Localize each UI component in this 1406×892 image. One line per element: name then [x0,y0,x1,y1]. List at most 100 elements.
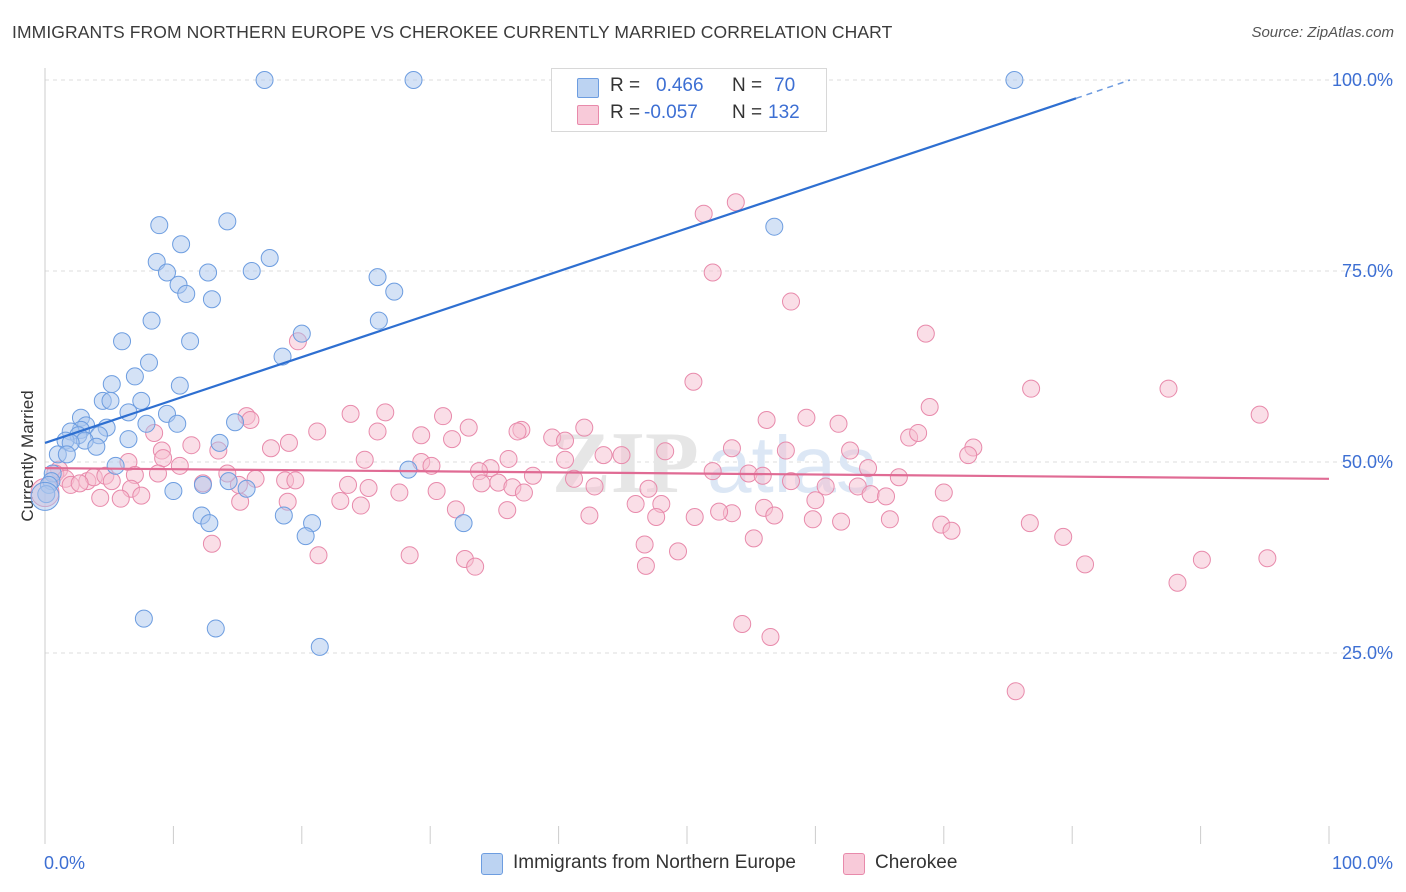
cherokee-point [782,292,801,311]
cherokee-point [111,489,130,508]
northern-europe-point [101,391,120,410]
cherokee-point [916,324,935,343]
stats-r-label: R = [610,102,641,123]
cherokee-point [466,557,485,576]
y-tick-label: 75.0% [1342,261,1393,281]
source-credit: Source: ZipAtlas.com [1251,24,1394,41]
cherokee-point [499,449,518,468]
northern-europe-point [200,514,219,533]
legend-swatch-blue [481,853,503,875]
northern-europe-point [181,332,200,351]
cherokee-point [70,474,89,493]
stats-n-label: N = [732,75,763,96]
cherokee-point [722,439,741,458]
cherokee-point [647,508,666,527]
cherokee-point [934,483,953,502]
cherokee-point [829,414,848,433]
northern-europe-point [106,456,125,475]
cherokee-point [202,534,221,553]
northern-europe-point [132,391,151,410]
watermark-atlas: atlas [707,420,876,509]
cherokee-point [880,510,899,529]
stats-n-value: 132 [768,102,800,123]
cherokee-point [776,441,795,460]
cherokee-point [612,446,631,465]
cherokee-point [1258,549,1277,568]
northern-europe-point [255,71,274,89]
northern-europe-point [87,437,106,456]
cherokee-point [803,510,822,529]
cherokee-point [102,472,121,491]
cherokee-point [523,466,542,485]
cherokee-point [412,426,431,445]
cherokee-point [91,488,110,507]
cherokee-point [656,442,675,461]
watermark-zip: ZIP [552,415,699,512]
cherokee-point [703,462,722,481]
cherokee-point [806,491,825,510]
cherokee-point [308,422,327,441]
northern-europe-point [368,268,387,287]
northern-europe-point [177,284,196,303]
northern-europe-point [242,262,261,280]
northern-europe-point [150,216,169,235]
chart-title: IMMIGRANTS FROM NORTHERN EUROPE VS CHERO… [12,22,893,42]
northern-europe-point [142,311,161,330]
northern-europe-point [30,481,60,511]
cherokee-point [351,496,370,515]
cherokee-point [1076,555,1095,574]
legend-swatch-pink [843,853,865,875]
cherokee-point [753,466,772,485]
cherokee-point [877,487,896,506]
northern-europe-point [1005,71,1024,89]
northern-europe-point [134,609,153,628]
northern-europe-point [137,414,156,433]
northern-europe-point [119,430,138,449]
cherokee-point [170,456,189,475]
cherokee-point [920,397,939,416]
cherokee-point [434,407,453,426]
cherokee-point [765,506,784,525]
cherokee-point [757,410,776,429]
cherokee-point [1168,573,1187,592]
cherokee-point [514,483,533,502]
cherokee-point [241,410,260,429]
cherokee-point [459,418,478,437]
cherokee-point [422,456,441,475]
cherokee-point [684,372,703,391]
cherokee-point [959,446,978,465]
northern-europe-point [102,375,121,394]
northern-europe-point [199,263,218,282]
cherokee-point [508,422,527,441]
northern-europe-point [125,367,144,386]
stats-n-label: N = [732,102,763,123]
cherokee-point [744,529,763,548]
stats-r-label: R = [610,75,641,96]
legend-label: Immigrants from Northern Europe [513,852,796,873]
stats-r-value: 0.466 [656,75,704,96]
legend: Immigrants from Northern Europe Cherokee [0,850,1406,880]
cherokee-point [498,501,517,520]
northern-europe-point [218,212,237,231]
northern-europe-point [385,282,404,301]
cherokee-point [376,403,395,422]
cherokee-point [726,193,745,212]
cherokee-point [1020,514,1039,533]
cherokee-point [816,477,835,496]
cherokee-point [443,430,462,449]
cherokee-point [565,469,584,488]
northern-europe-point [454,514,473,533]
northern-europe-point [765,217,784,236]
northern-europe-point [202,290,221,309]
northern-europe-point [193,475,212,494]
northern-europe-point [168,414,187,433]
cherokee-point [861,485,880,504]
cherokee-point [148,464,167,483]
cherokee-point [685,508,704,527]
stats-row-series2: R = -0.057 N = 132 [552,102,826,129]
cherokee-point [368,422,387,441]
stats-swatch-blue [577,78,599,98]
cherokee-point [261,439,280,458]
cherokee-point [575,418,594,437]
